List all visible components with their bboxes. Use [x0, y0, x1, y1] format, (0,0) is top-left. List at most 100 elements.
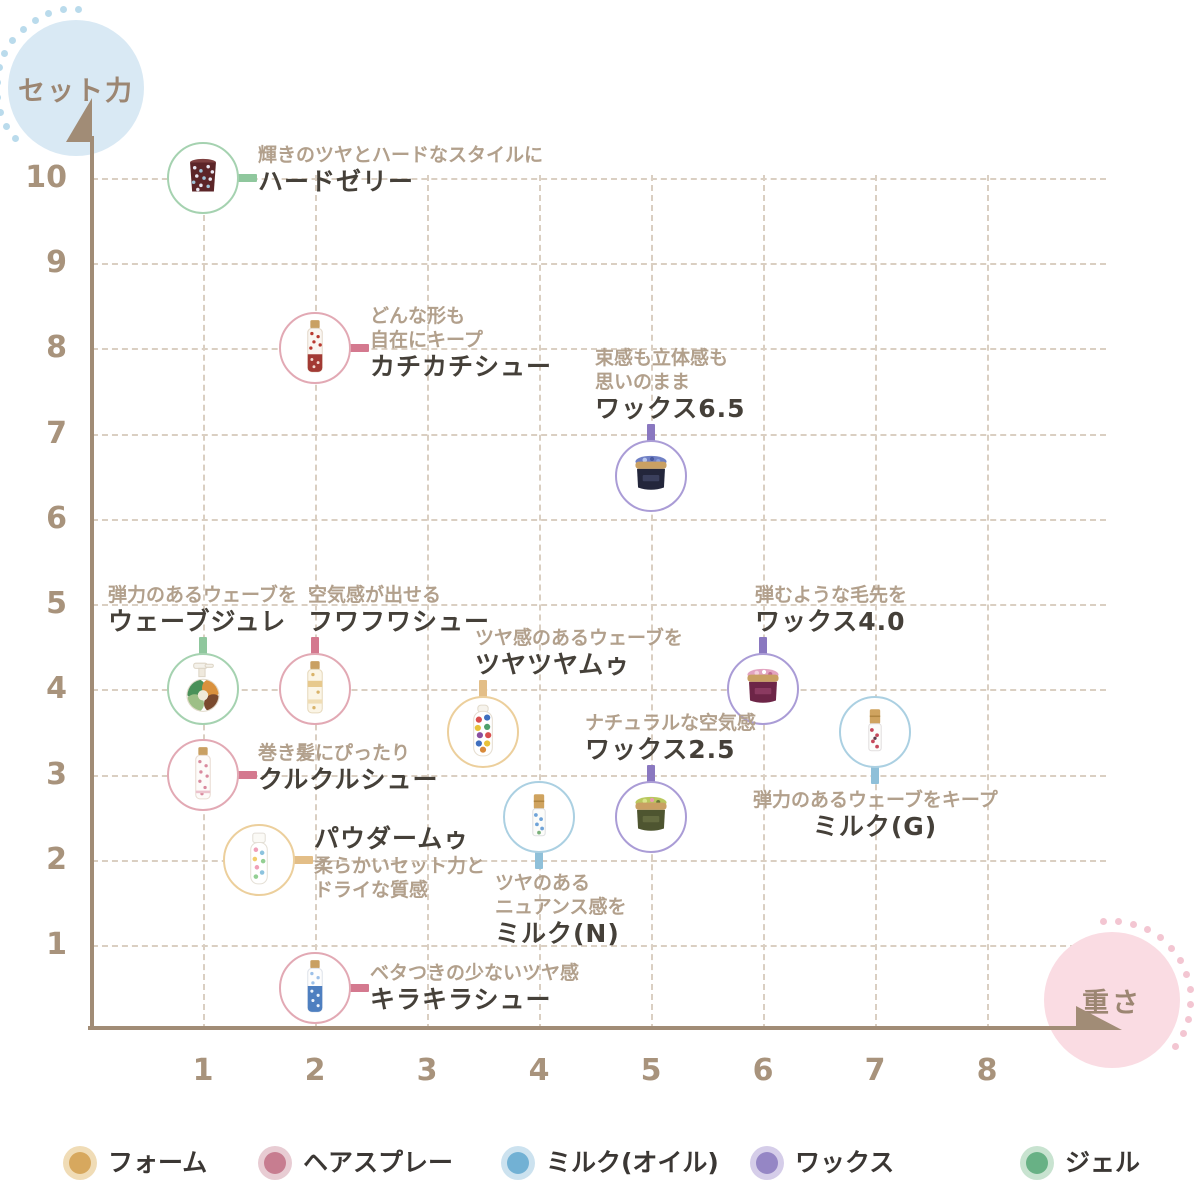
x-bubble-arc-dot	[1186, 985, 1194, 993]
product-connector-kachikachi	[349, 344, 369, 353]
product-name-wax-4-0: ワックス4.0	[755, 607, 906, 636]
product-name-kirakira: キラキラシュー	[370, 985, 552, 1014]
x-tick-label: 4	[528, 1053, 550, 1088]
x-bubble-arc-dot	[1187, 1000, 1195, 1008]
gridline-horizontal	[92, 348, 1106, 351]
product-marker-wave-jule	[167, 653, 239, 726]
product-tagline-kachikachi: どんな形も	[370, 305, 466, 327]
product-label-fuwafuwa: 空気感が出せる フワフワシュー	[308, 583, 490, 637]
product-label-hard-jelly: 輝きのツヤとハードなスタイルに ハードゼリー	[258, 143, 543, 197]
y-bubble-arc-dot	[75, 5, 83, 13]
product-name-wax-6-5: ワックス6.5	[595, 394, 746, 423]
product-marker-kurukuru	[167, 738, 239, 811]
y-bubble-arc-dot	[0, 78, 1, 86]
product-name-wave-jule: ウェーブジュレ	[108, 607, 287, 636]
gridline-horizontal	[92, 433, 1106, 436]
y-bubble-arc-dot	[19, 25, 27, 33]
x-tick-label: 8	[976, 1053, 998, 1088]
product-image-fuwafuwa	[294, 658, 336, 720]
product-marker-milk-g	[839, 695, 911, 768]
product-name-tsuyatsuya: ツヤツヤムゥ	[475, 650, 631, 679]
y-tick-label: 10	[25, 159, 67, 195]
product-marker-kachikachi	[279, 312, 351, 385]
product-connector-milk-n	[535, 851, 543, 870]
product-label-wax-4-0: 弾むような毛先を ワックス4.0	[755, 583, 907, 637]
product-tagline-kurukuru: 巻き髪にぴったり	[258, 742, 411, 764]
gridline-horizontal	[92, 177, 1106, 180]
product-image-wave-jule	[182, 658, 224, 720]
gridline-vertical	[763, 175, 765, 1030]
product-label-kachikachi: どんな形も 自在にキープ カチカチシュー	[370, 304, 552, 382]
y-bubble-arc-dot	[0, 108, 5, 116]
legend-dot-gel	[1026, 1152, 1048, 1174]
product-name-powder: パウダームゥ	[314, 824, 470, 853]
y-tick-label: 4	[46, 671, 67, 707]
product-name-fuwafuwa: フワフワシュー	[308, 607, 491, 636]
product-tagline-wax-6-5: 束感も立体感も	[595, 347, 729, 369]
product-label-wave-jule: 弾力のあるウェーブを ウェーブジュレ	[108, 583, 297, 637]
x-bubble-arc-dot	[1176, 957, 1184, 964]
product-image-wax-2-5	[630, 786, 672, 848]
legend-dot-spray	[264, 1152, 286, 1174]
gridline-horizontal	[92, 518, 1106, 521]
gridline-horizontal	[92, 945, 1106, 947]
product-connector-kirakira	[349, 983, 369, 992]
product-marker-kirakira	[279, 951, 351, 1024]
product-tagline-milk-g: 弾力のあるウェーブをキープ	[753, 789, 998, 811]
product-label-kurukuru: 巻き髪にぴったり クルクルシュー	[258, 741, 439, 795]
product-tagline-milk-n: ツヤのある	[495, 872, 591, 894]
y-tick-label: 7	[46, 415, 67, 451]
x-tick-label: 7	[864, 1053, 886, 1088]
product-label-tsuyatsuya: ツヤ感のあるウェーブを ツヤツヤムゥ	[475, 626, 683, 680]
product-marker-powder	[223, 823, 295, 896]
y-bubble-arc-dot	[31, 16, 39, 24]
x-axis-line	[88, 1026, 1086, 1030]
gridline-vertical	[875, 175, 877, 1030]
x-bubble-arc-dot	[1157, 934, 1165, 942]
product-image-hard-jelly	[182, 147, 224, 209]
y-tick-label: 1	[46, 927, 67, 962]
x-bubble-arc-dot	[1100, 917, 1108, 925]
legend-label-gel: ジェル	[1065, 1148, 1141, 1177]
x-bubble-arc-dot	[1115, 917, 1123, 925]
gridline-horizontal	[92, 859, 1106, 862]
legend-label-wax: ワックス	[795, 1148, 895, 1177]
product-connector-wave-jule	[199, 637, 207, 656]
y-bubble-arc-dot	[11, 135, 19, 143]
x-tick-label: 2	[304, 1053, 326, 1088]
product-name-milk-g: ミルク(G)	[812, 812, 938, 841]
product-marker-milk-n	[503, 781, 575, 854]
product-image-kurukuru	[182, 744, 224, 806]
product-connector-kurukuru	[237, 770, 257, 779]
x-bubble-arc-dot	[1130, 920, 1138, 928]
y-tick-label: 6	[46, 500, 67, 536]
gridline-vertical	[427, 175, 429, 1030]
y-tick-label: 8	[46, 330, 67, 366]
product-image-wax-6-5	[630, 445, 672, 507]
product-image-milk-g	[854, 701, 896, 763]
gridline-vertical	[987, 175, 989, 1030]
product-connector-fuwafuwa	[311, 637, 319, 656]
x-bubble-arc-dot	[1144, 926, 1152, 934]
x-tick-label: 3	[416, 1053, 438, 1088]
gridline-vertical	[539, 175, 541, 1030]
product-connector-hard-jelly	[237, 173, 257, 182]
product-tagline-wax-2-5: ナチュラルな空気感	[585, 712, 757, 734]
product-marker-fuwafuwa	[279, 653, 351, 726]
product-label-kirakira: ベタつきの少ないツヤ感 キラキラシュー	[370, 961, 579, 1015]
product-name-kachikachi: カチカチシュー	[370, 352, 553, 381]
product-marker-hard-jelly	[167, 141, 239, 214]
product-marker-tsuyatsuya	[447, 695, 519, 768]
x-axis-arrow-icon	[1076, 1006, 1122, 1030]
product-label-milk-n: ツヤのある ニュアンス感を ミルク(N)	[495, 871, 626, 949]
product-connector-tsuyatsuya	[479, 679, 487, 698]
legend-label-foam: フォーム	[108, 1148, 208, 1177]
product-marker-wax-6-5	[615, 440, 687, 513]
product-name-milk-n: ミルク(N)	[495, 919, 620, 948]
product-image-kirakira	[294, 957, 336, 1019]
y-bubble-arc-dot	[45, 10, 53, 18]
legend-label-spray: ヘアスプレー	[303, 1148, 454, 1177]
product-image-tsuyatsuya	[462, 701, 504, 763]
product-connector-wax-2-5	[647, 765, 655, 784]
